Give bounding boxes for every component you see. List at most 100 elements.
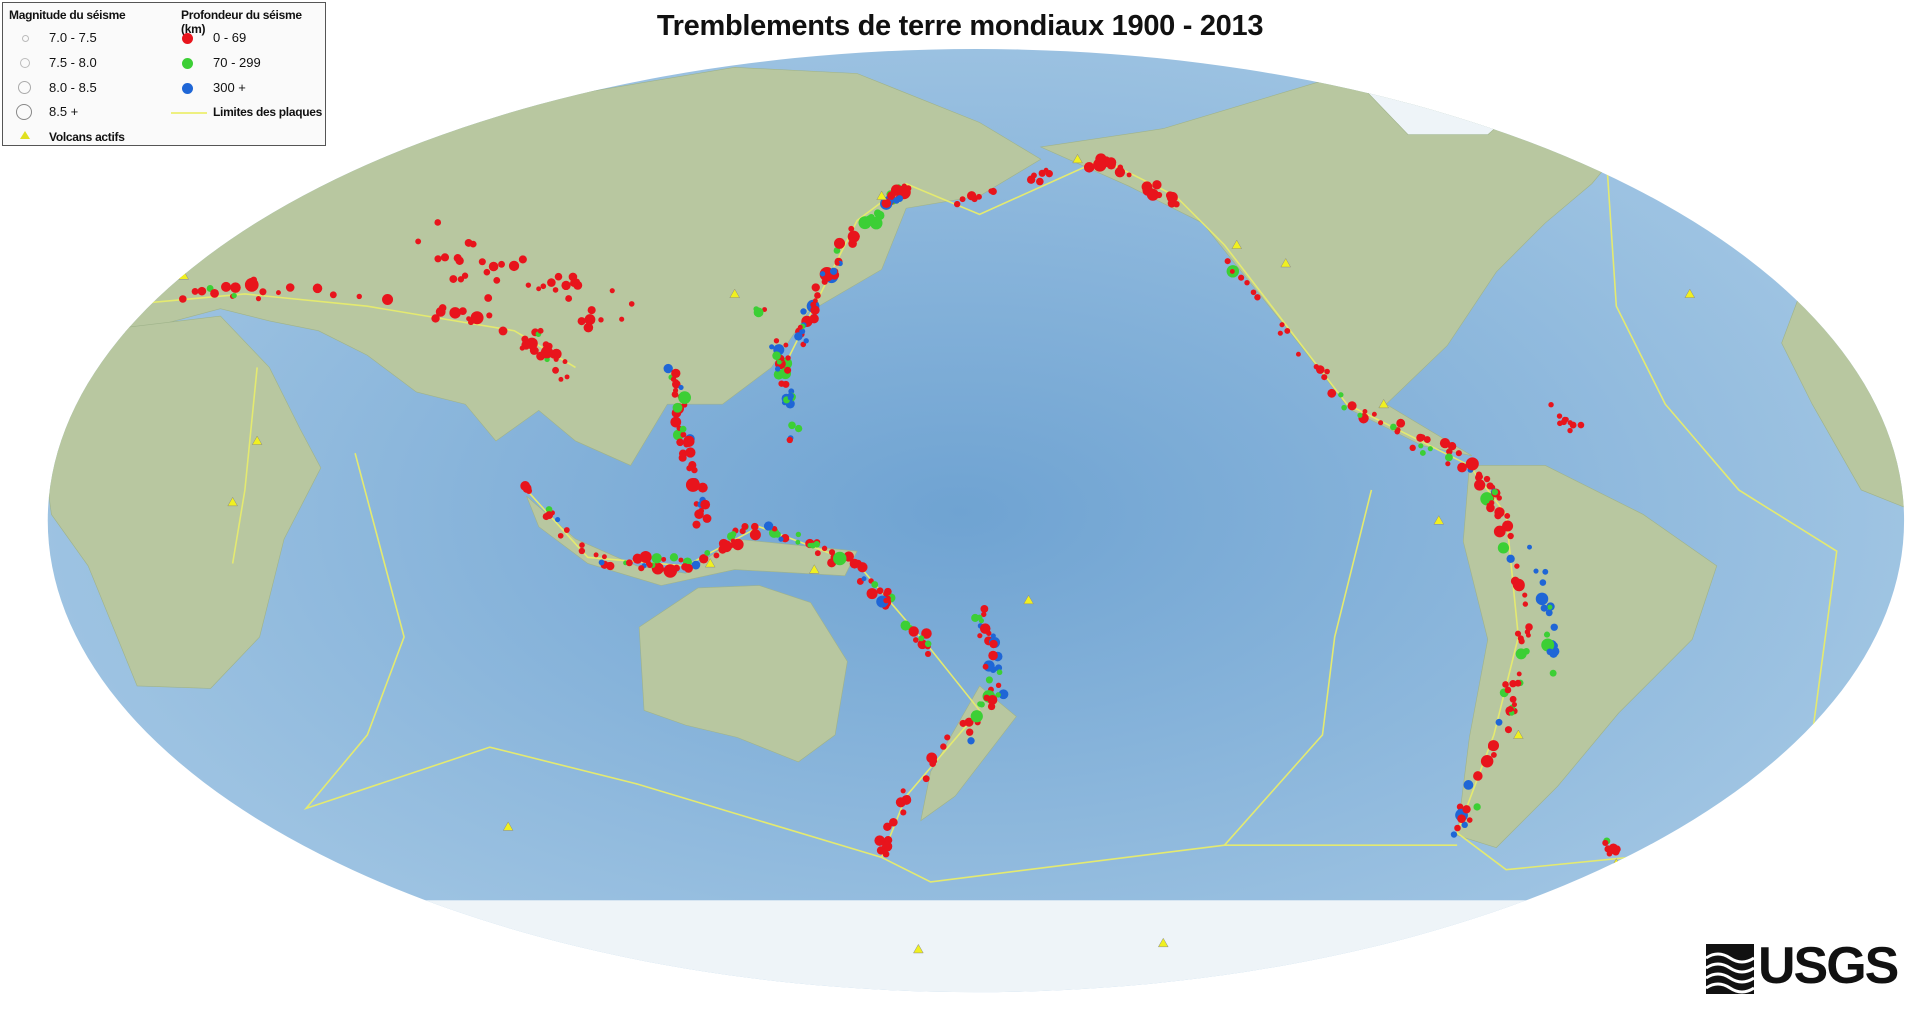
earthquake-marker (684, 563, 693, 573)
earthquake-marker (1541, 638, 1555, 652)
earthquake-marker (970, 710, 983, 723)
earthquake-marker (998, 689, 1009, 700)
earthquake-marker (1324, 368, 1330, 375)
earthquake-marker (438, 304, 447, 312)
earthquake-marker (1602, 839, 1609, 847)
earthquake-marker (1277, 330, 1283, 336)
earthquake-marker (1533, 568, 1539, 574)
earthquake-marker (483, 268, 491, 276)
earthquake-marker (773, 338, 780, 344)
earthquake-marker (1152, 180, 1162, 190)
earthquake-marker (1347, 401, 1357, 411)
earthquake-marker (663, 363, 673, 374)
earthquake-marker (1341, 404, 1347, 411)
earthquake-marker (1456, 803, 1464, 811)
earthquake-marker (609, 288, 615, 294)
earthquake-marker (210, 288, 219, 298)
earthquake-marker (918, 635, 925, 642)
earthquake-marker (908, 626, 919, 637)
earthquake-marker (1461, 821, 1468, 829)
earthquake-marker (678, 384, 684, 391)
earthquake-marker (834, 260, 840, 266)
earthquake-marker (1514, 630, 1522, 637)
earthquake-marker (834, 237, 846, 249)
earthquake-marker (561, 280, 571, 291)
earthquake-marker (1454, 824, 1461, 832)
earthquake-marker (762, 307, 768, 312)
earthquake-marker (488, 261, 499, 272)
earthquake-marker (312, 283, 323, 294)
earthquake-marker (1522, 592, 1528, 598)
earthquake-marker (606, 562, 612, 567)
earthquake-marker (1488, 500, 1495, 506)
magnitude-label: 7.5 - 8.0 (49, 55, 97, 70)
earthquake-marker (753, 307, 764, 318)
volcano-marker (913, 943, 924, 954)
earthquake-marker (498, 260, 505, 268)
depth-label: 70 - 299 (213, 55, 261, 70)
earthquake-marker (814, 292, 821, 299)
earthquake-marker (554, 272, 563, 281)
earthquake-marker (1038, 169, 1046, 177)
earthquake-marker (670, 565, 677, 572)
earthquake-marker (763, 521, 774, 531)
earthquake-marker (1547, 604, 1553, 610)
earthquake-marker (1546, 648, 1554, 656)
depth-heading: Profondeur du séisme (km) (181, 8, 302, 36)
earthquake-marker (1409, 444, 1416, 452)
earthquake-marker (857, 562, 868, 573)
earthquake-marker (1577, 421, 1585, 429)
earthquake-marker (542, 512, 550, 521)
earthquake-marker (964, 717, 974, 727)
earthquake-marker (1439, 438, 1451, 449)
magnitude-symbol (16, 104, 32, 120)
earthquake-marker (1043, 167, 1049, 173)
earthquake-marker (457, 276, 465, 283)
earthquake-marker (522, 483, 532, 493)
volcano-marker (1513, 729, 1524, 739)
earthquake-marker (1279, 322, 1285, 328)
earthquake-marker (1445, 453, 1453, 462)
earthquake-marker (786, 436, 793, 444)
earthquake-marker (619, 316, 625, 322)
earthquake-marker (871, 581, 879, 588)
magnitude-heading: Magnitude du séisme (9, 8, 126, 22)
earthquake-marker (1511, 701, 1518, 708)
earthquake-marker (1315, 365, 1325, 374)
earthquake-marker (1457, 814, 1466, 823)
earthquake-marker (989, 639, 998, 649)
earthquake-marker (959, 196, 966, 203)
earthquake-marker (772, 351, 781, 360)
earthquake-marker (1419, 434, 1426, 441)
earthquake-marker (1527, 544, 1532, 550)
earthquake-marker (1607, 848, 1614, 855)
map-title: Tremblements de terre mondiaux 1900 - 20… (656, 10, 1264, 42)
earthquake-marker (434, 219, 442, 226)
earthquake-marker (551, 348, 562, 360)
earthquake-marker (1390, 423, 1397, 431)
earthquake-marker (1516, 671, 1522, 677)
earthquake-marker (976, 193, 982, 200)
earthquake-marker (1539, 579, 1547, 586)
earthquake-marker (587, 306, 596, 315)
earthquake-marker (1371, 411, 1377, 417)
earthquake-marker (542, 346, 550, 354)
earthquake-marker (983, 694, 990, 701)
earthquake-marker (694, 509, 704, 519)
earthquake-marker (926, 752, 938, 764)
earthquake-marker (250, 276, 258, 284)
earthquake-marker (883, 597, 889, 604)
earthquake-marker (774, 366, 781, 372)
earthquake-marker (1550, 623, 1558, 631)
volcano-marker (1378, 398, 1389, 409)
earthquake-marker (1229, 268, 1235, 274)
earthquake-marker (867, 213, 875, 221)
earthquake-marker (1543, 631, 1551, 638)
earthquake-marker (1494, 507, 1505, 518)
earthquake-marker (778, 536, 784, 542)
earthquake-marker (833, 247, 841, 254)
earthquake-marker (809, 314, 819, 324)
earthquake-marker (1284, 328, 1291, 334)
earthquake-marker (598, 317, 604, 323)
earthquake-marker (795, 531, 802, 538)
